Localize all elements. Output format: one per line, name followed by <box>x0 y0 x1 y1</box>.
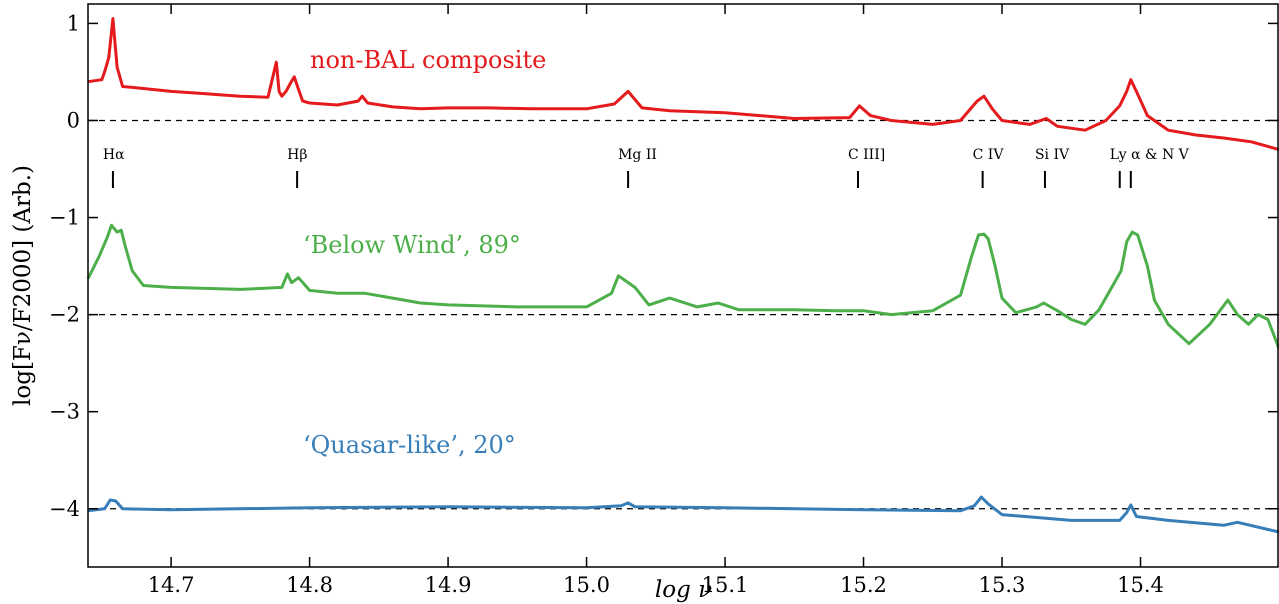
x-tick-label: 15.0 <box>563 573 610 597</box>
y-axis-ticks: 1 0 −1 −2 −3 −4 <box>49 11 1278 521</box>
y-tick-label: −4 <box>49 497 80 521</box>
plot-frame <box>87 3 1279 568</box>
x-tick-label: 14.9 <box>425 573 472 597</box>
series-label-1: ‘Below Wind’, 89° <box>303 231 521 259</box>
x-tick-label: 14.7 <box>148 573 195 597</box>
line-marker-label: C IV <box>973 147 1005 163</box>
series-label-2: ‘Quasar-like’, 20° <box>303 431 516 459</box>
line-marker-label: Ly α & N V <box>1110 147 1190 163</box>
axes <box>87 3 1279 568</box>
series-labels: non-BAL composite ‘Below Wind’, 89° ‘Quasa… <box>303 46 546 459</box>
x-tick-label: 15.4 <box>1117 573 1164 597</box>
y-tick-label: 0 <box>67 108 80 132</box>
series-label-0: non-BAL composite <box>310 46 546 74</box>
series-layer <box>86 17 1279 534</box>
x-tick-label: 15.2 <box>840 573 887 597</box>
y-axis-label: log[Fν/F2000] (Arb.) <box>10 165 36 406</box>
line-marker-label: Hα <box>103 147 125 163</box>
series-line-0 <box>87 17 1279 152</box>
y-tick-label: 1 <box>67 11 80 35</box>
line-marker-label: C III] <box>848 147 885 163</box>
x-axis-label: log ν <box>655 577 712 603</box>
x-tick-label: 15.1 <box>702 573 749 597</box>
y-tick-label: −2 <box>49 303 80 327</box>
x-tick-label: 14.8 <box>286 573 333 597</box>
x-tick-label: 15.3 <box>979 573 1026 597</box>
emission-line-markers: Hα Hβ Mg II C III] C IV Si IV Ly α & N V <box>103 147 1190 188</box>
series-line-2 <box>87 495 1279 534</box>
line-marker-label: Si IV <box>1035 147 1070 163</box>
series-line-1 <box>86 223 1279 350</box>
line-marker-label: Mg II <box>618 147 657 163</box>
reference-lines <box>88 119 1279 510</box>
y-tick-label: −1 <box>49 206 80 230</box>
y-tick-label: −3 <box>49 400 80 424</box>
x-axis-ticks: 14.7 14.8 14.9 15.0 15.1 15.2 15.3 15.4 <box>148 4 1164 597</box>
line-marker-label: Hβ <box>287 147 307 163</box>
